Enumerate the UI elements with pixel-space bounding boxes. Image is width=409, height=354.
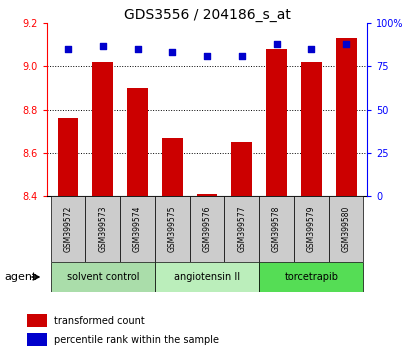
Point	[169, 50, 175, 55]
Bar	[162, 138, 182, 196]
Text: GSM399576: GSM399576	[202, 206, 211, 252]
Point	[307, 46, 314, 52]
Point	[203, 53, 210, 59]
Point	[238, 53, 245, 59]
Text: GSM399575: GSM399575	[167, 206, 176, 252]
Bar	[293, 196, 328, 262]
Bar	[300, 62, 321, 196]
Bar	[50, 262, 155, 292]
Bar	[85, 196, 120, 262]
Bar	[265, 49, 286, 196]
Text: GSM399572: GSM399572	[63, 206, 72, 252]
Text: GSM399580: GSM399580	[341, 206, 350, 252]
Bar	[231, 142, 252, 196]
Bar	[258, 262, 363, 292]
Bar	[92, 62, 113, 196]
Text: percentile rank within the sample: percentile rank within the sample	[54, 335, 218, 345]
Bar	[27, 333, 47, 346]
Text: GSM399573: GSM399573	[98, 206, 107, 252]
Text: GSM399578: GSM399578	[272, 206, 281, 252]
Bar	[258, 196, 293, 262]
Bar	[335, 38, 356, 196]
Text: angiotensin II: angiotensin II	[173, 272, 240, 282]
Point	[273, 41, 279, 47]
Text: GSM399579: GSM399579	[306, 206, 315, 252]
Bar	[224, 196, 258, 262]
Point	[65, 46, 71, 52]
Bar	[189, 196, 224, 262]
Text: transformed count: transformed count	[54, 316, 144, 326]
Bar	[155, 262, 258, 292]
Point	[99, 43, 106, 48]
Text: torcetrapib: torcetrapib	[283, 272, 337, 282]
Point	[134, 46, 140, 52]
Point	[342, 41, 348, 47]
Bar	[57, 118, 78, 196]
Text: agent: agent	[4, 272, 36, 282]
Bar	[27, 314, 47, 327]
Text: GSM399574: GSM399574	[133, 206, 142, 252]
Bar	[50, 196, 85, 262]
Bar	[196, 194, 217, 196]
Bar	[328, 196, 363, 262]
Bar	[120, 196, 155, 262]
Text: GSM399577: GSM399577	[237, 206, 246, 252]
Bar	[127, 88, 148, 196]
Bar	[155, 196, 189, 262]
Text: solvent control: solvent control	[66, 272, 139, 282]
Title: GDS3556 / 204186_s_at: GDS3556 / 204186_s_at	[123, 8, 290, 22]
